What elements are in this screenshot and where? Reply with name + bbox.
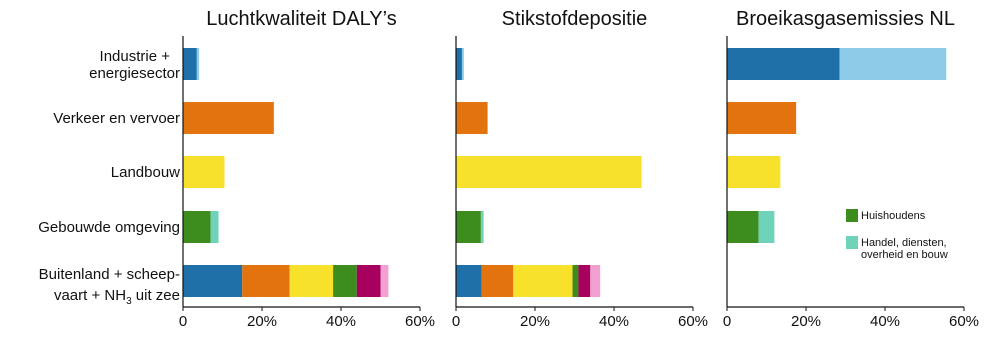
x-tick-label: 0 xyxy=(723,313,731,330)
bar-segment xyxy=(183,265,243,297)
x-tick-label: 0 xyxy=(179,313,187,330)
bar-segment xyxy=(461,48,464,80)
legend: Huishoudens Handel, diensten,overheid en … xyxy=(846,209,948,261)
panel-3: Broeikasgasemissies NL 0 20% 40% 60% xyxy=(723,8,979,330)
bar-segment xyxy=(481,265,514,297)
bar-segment xyxy=(380,265,389,297)
bar-segment xyxy=(183,211,211,243)
category-label: Buitenland + scheep-vaart + NH3 uit zee xyxy=(39,266,180,307)
panel-title: Broeikasgasemissies NL xyxy=(736,8,955,30)
category-label-line: Landbouw xyxy=(111,164,180,181)
bar-segment xyxy=(456,265,482,297)
bar-segment xyxy=(196,48,200,80)
x-tick-label: 20% xyxy=(247,313,277,330)
category-label-line: Gebouwde omgeving xyxy=(38,219,180,236)
category-label: Landbouw xyxy=(111,164,180,181)
bar-segment xyxy=(183,48,197,80)
bar-segment xyxy=(289,265,334,297)
category-label-line: vaart + NH3 uit zee xyxy=(54,287,180,307)
bar-segment xyxy=(572,265,579,297)
bar-segment xyxy=(758,211,775,243)
legend-label: overheid en bouw xyxy=(861,249,948,261)
bar-segment xyxy=(456,211,481,243)
category-label: Industrie +energiesector xyxy=(89,48,180,82)
bar-segment xyxy=(513,265,573,297)
bar-segment xyxy=(839,48,947,80)
x-tick-label: 40% xyxy=(870,313,900,330)
category-label: Verkeer en vervoer xyxy=(53,110,180,127)
x-tick-label: 20% xyxy=(791,313,821,330)
legend-label: Handel, diensten, xyxy=(861,237,947,249)
bar-segment xyxy=(727,102,797,134)
category-label-line: Industrie + xyxy=(100,48,171,65)
category-label-line: Buitenland + scheep- xyxy=(39,266,180,283)
category-label: Gebouwde omgeving xyxy=(38,219,180,236)
category-label-subscript: 3 xyxy=(126,296,132,307)
category-label-part: uit zee xyxy=(132,287,180,304)
category-label-part: vaart + NH xyxy=(54,287,126,304)
bar-segment xyxy=(183,102,274,134)
legend-swatch xyxy=(846,236,858,249)
legend-label: Huishoudens xyxy=(861,210,926,222)
bar-segment xyxy=(727,211,759,243)
category-label-line: energiesector xyxy=(89,65,180,82)
bar-segment xyxy=(333,265,357,297)
panel-1: Luchtkwaliteit DALY’s 0 20% 40% 60% xyxy=(179,8,435,330)
bar-segment xyxy=(456,102,488,134)
x-tick-label: 0 xyxy=(452,313,460,330)
bar-segment xyxy=(356,265,381,297)
x-tick-label: 60% xyxy=(678,313,708,330)
panel-title: Luchtkwaliteit DALY’s xyxy=(206,8,396,30)
bar-segment xyxy=(456,156,642,188)
bar-segment xyxy=(480,211,484,243)
x-tick-label: 40% xyxy=(599,313,629,330)
panel-title: Stikstofdepositie xyxy=(502,8,648,30)
bar-segment xyxy=(183,156,225,188)
bar-segment xyxy=(727,48,840,80)
legend-swatch xyxy=(846,209,858,222)
bar-segment xyxy=(590,265,601,297)
x-tick-label: 60% xyxy=(405,313,435,330)
x-tick-label: 40% xyxy=(326,313,356,330)
bar-segment xyxy=(210,211,219,243)
x-tick-label: 60% xyxy=(949,313,979,330)
x-tick-label: 20% xyxy=(520,313,550,330)
category-label-line: Verkeer en vervoer xyxy=(53,110,180,127)
bar-segment xyxy=(727,156,781,188)
panel-2: Stikstofdepositie 0 20% 40% 60% xyxy=(452,8,708,330)
bar-segment xyxy=(242,265,290,297)
bar-segment xyxy=(578,265,591,297)
bar-segment xyxy=(456,48,462,80)
